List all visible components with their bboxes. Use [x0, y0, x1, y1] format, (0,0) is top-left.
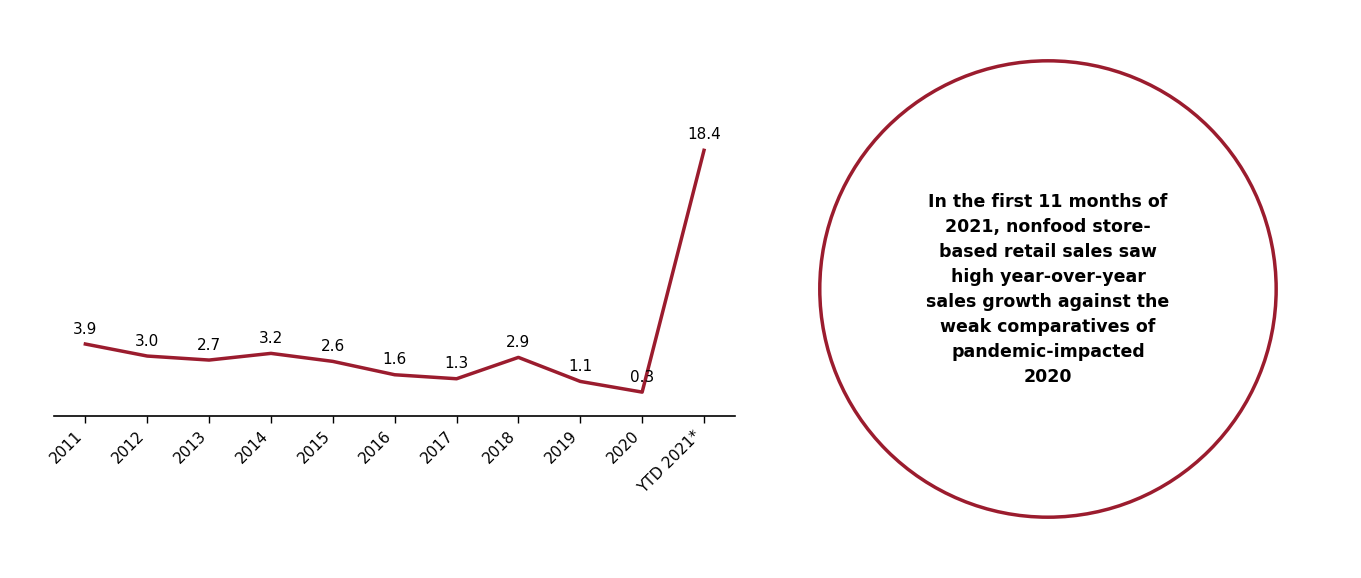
- Text: In the first 11 months of
2021, nonfood store-
based retail sales saw
high year-: In the first 11 months of 2021, nonfood …: [927, 192, 1169, 386]
- Text: 3.0: 3.0: [135, 334, 159, 349]
- Text: 3.9: 3.9: [73, 322, 98, 336]
- Text: 3.2: 3.2: [259, 331, 283, 346]
- Text: 1.6: 1.6: [382, 353, 407, 368]
- Text: 2.9: 2.9: [506, 335, 531, 350]
- Text: 2.7: 2.7: [197, 338, 220, 353]
- Text: 1.1: 1.1: [569, 359, 592, 374]
- Text: 18.4: 18.4: [687, 127, 721, 142]
- Text: 0.3: 0.3: [630, 370, 655, 385]
- Text: 2.6: 2.6: [321, 339, 344, 354]
- Text: 1.3: 1.3: [445, 357, 468, 372]
